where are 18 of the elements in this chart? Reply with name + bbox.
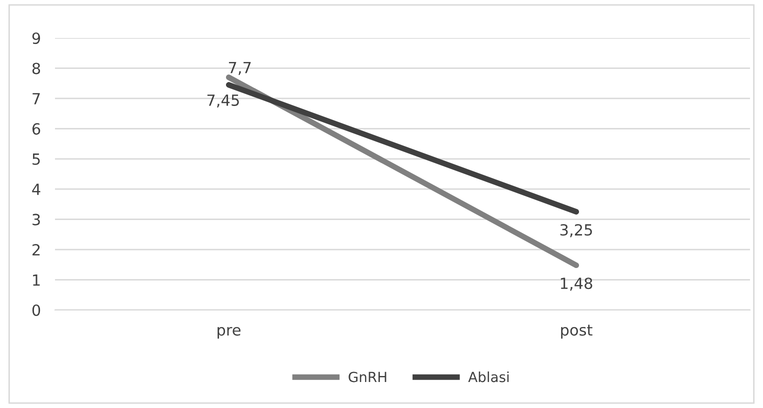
y-tick-label: 5 <box>32 154 40 165</box>
y-tick-label: 1 <box>33 274 40 286</box>
data-label: 7,45 <box>207 94 239 108</box>
y-tick-label: 3 <box>32 214 40 226</box>
data-label: 7,7 <box>228 62 251 75</box>
x-tick-label: post <box>561 324 592 339</box>
y-tick-label: 0 <box>32 304 40 316</box>
data-label: 3,25 <box>560 224 592 238</box>
y-tick-label: 8 <box>32 62 40 74</box>
data-label: 1,48 <box>560 278 592 291</box>
y-tick-label: 2 <box>32 244 40 256</box>
x-tick-label: pre <box>218 326 240 339</box>
legend-label: Ablasi <box>468 371 509 382</box>
y-tick-label: 9 <box>32 32 40 44</box>
y-tick-label: 4 <box>32 184 40 195</box>
y-tick-label: 6 <box>32 123 40 135</box>
legend-label: GnRH <box>348 372 386 382</box>
y-tick-label: 7 <box>32 93 40 104</box>
